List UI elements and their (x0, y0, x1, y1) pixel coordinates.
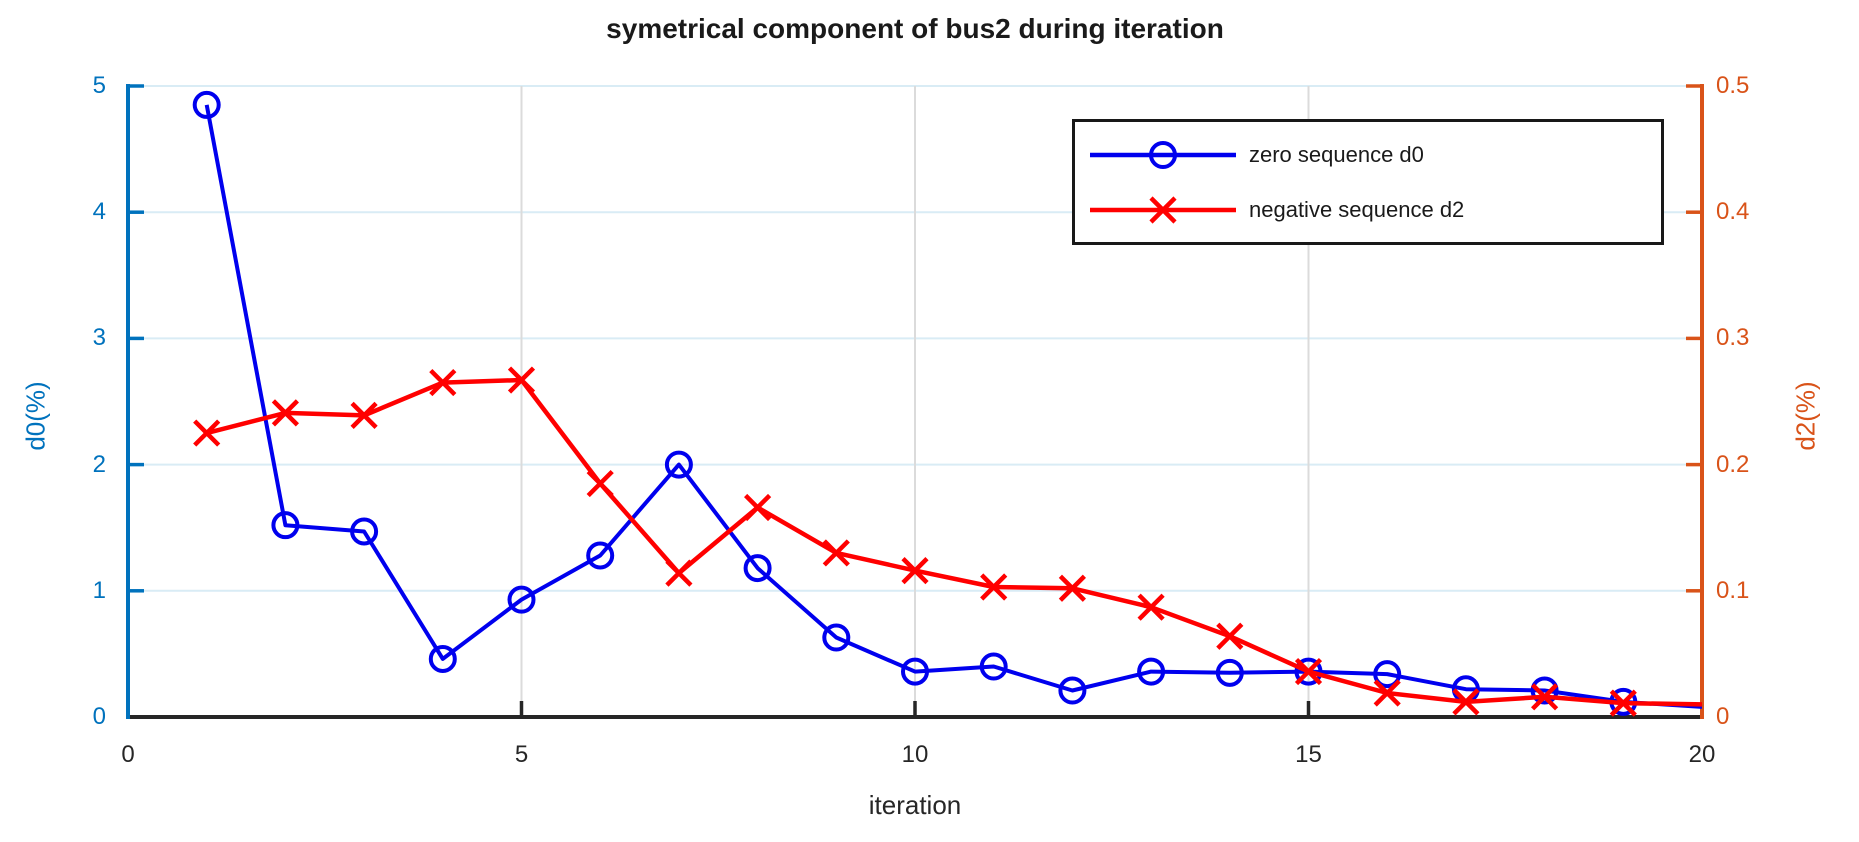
left-y-tick-label: 5 (92, 72, 106, 99)
marker-circle (1373, 660, 1402, 689)
marker-circle (428, 644, 457, 673)
right-y-tick-label: 0 (1716, 703, 1730, 730)
marker-x (1058, 574, 1086, 602)
x-tick-label: 5 (514, 741, 529, 768)
marker-x (193, 419, 221, 447)
right-y-tick-label: 0.1 (1716, 576, 1750, 604)
marker-circle (1530, 676, 1559, 705)
marker-x (1531, 683, 1559, 711)
marker-circle (350, 517, 379, 546)
marker-x (822, 539, 850, 567)
chart-title: symetrical component of bus2 during iter… (606, 13, 1224, 44)
marker-circle (979, 652, 1008, 681)
marker-x (586, 469, 614, 498)
marker-circle (192, 90, 221, 119)
marker-circle (664, 450, 693, 479)
marker-circle (271, 511, 300, 540)
marker-x (744, 493, 772, 522)
marker-circle (1294, 657, 1323, 686)
x-tick-label: 20 (1688, 741, 1716, 768)
x-tick-label: 0 (121, 741, 135, 768)
marker-x (350, 401, 378, 429)
marker-x (901, 557, 929, 585)
marker-circle (507, 585, 536, 614)
legend-label-d2: negative sequence d2 (1249, 196, 1465, 222)
marker-x (980, 573, 1008, 601)
legend-entry-d2: negative sequence d2 (1075, 182, 1661, 237)
marker-x (665, 559, 693, 587)
left-y-axis-label: d0(%) (20, 381, 51, 451)
x-tick-label: 10 (901, 741, 929, 768)
marker-x (507, 366, 536, 394)
left-y-tick-label: 0 (92, 703, 106, 730)
marker-circle (1058, 676, 1087, 705)
marker-x (1373, 679, 1401, 707)
left-y-tick-label: 1 (92, 576, 106, 604)
marker-x (1452, 688, 1480, 716)
right-y-tick-label: 0.2 (1716, 450, 1750, 478)
marker-circle (1215, 658, 1244, 687)
x-axis-label: iteration (868, 790, 962, 820)
marker-x (1609, 689, 1637, 717)
marker-x (1294, 657, 1323, 686)
marker-x (1216, 622, 1244, 650)
marker-circle (1137, 657, 1166, 686)
marker-circle (586, 541, 615, 570)
legend-label-d0: zero sequence d0 (1249, 141, 1424, 167)
marker-circle (822, 623, 851, 652)
right-y-tick-label: 0.4 (1716, 198, 1750, 226)
series-line-1 (206, 377, 1703, 707)
right-y-axis-label: d2(%) (1790, 381, 1821, 451)
legend-line-circle-icon (1090, 140, 1236, 169)
marker-circle (743, 554, 772, 583)
legend-box: zero sequence d0 negative sequence d2 (1072, 119, 1664, 245)
left-y-tick-label: 3 (92, 324, 106, 352)
right-y-tick-label: 0.3 (1716, 324, 1750, 352)
legend-line-x-icon (1090, 195, 1236, 224)
marker-x (429, 368, 457, 397)
right-y-tick-label: 0.5 (1716, 72, 1750, 99)
x-tick-label: 15 (1295, 741, 1322, 768)
marker-x (271, 399, 299, 427)
legend-entry-d0: zero sequence d0 (1075, 127, 1661, 182)
left-y-tick-label: 2 (92, 450, 106, 478)
marker-circle (901, 657, 929, 686)
left-y-tick-label: 4 (92, 198, 106, 226)
marker-x (1137, 593, 1165, 621)
